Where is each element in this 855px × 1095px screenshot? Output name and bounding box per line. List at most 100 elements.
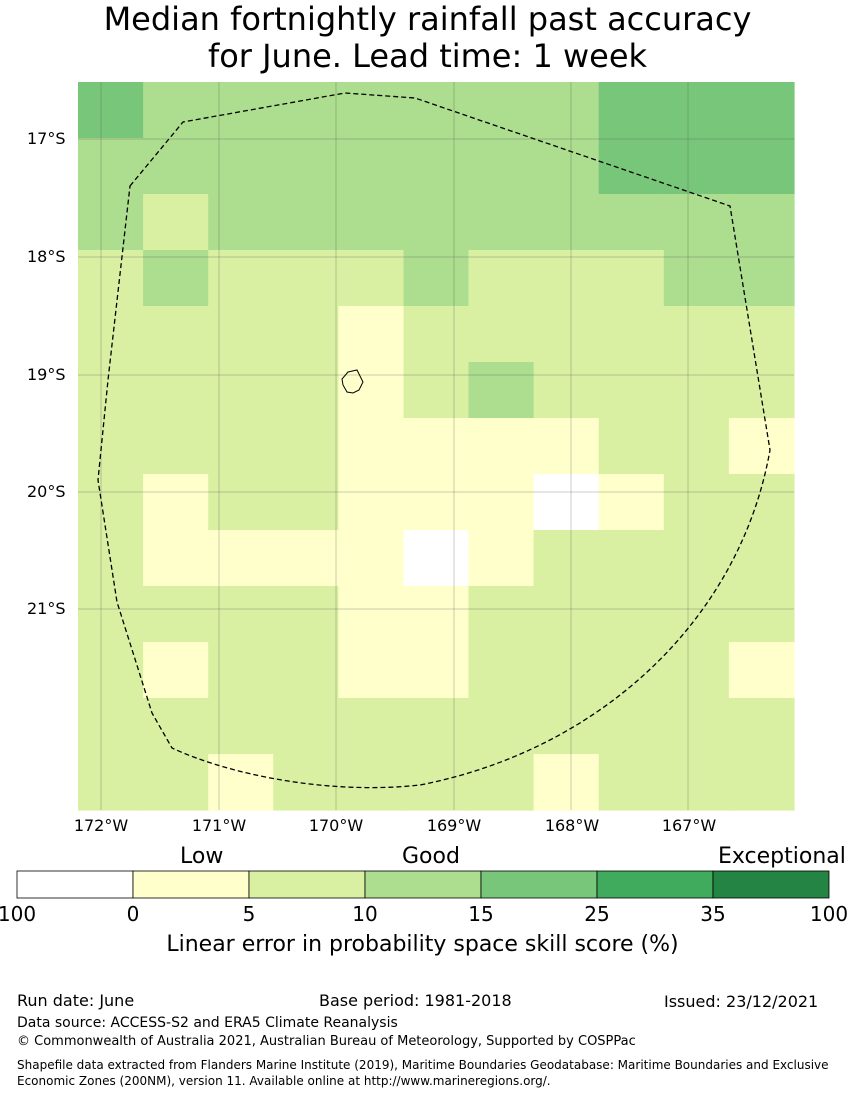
map-cell [533, 306, 600, 363]
shapefile-credit-line-2: Economic Zones (200NM), version 11. Avai… [17, 1074, 551, 1088]
colorbar-segment [480, 870, 598, 899]
lon-label-170w: 170°W [308, 816, 364, 835]
map-cell [208, 194, 274, 251]
map-cell [273, 418, 339, 475]
shapefile-credit-line-1: Shapefile data extracted from Flanders M… [17, 1058, 829, 1072]
map-cell [403, 82, 470, 139]
map-cell [403, 754, 470, 811]
map-cell [663, 474, 730, 531]
map-cell [208, 306, 274, 363]
data-source: Data source: ACCESS-S2 and ERA5 Climate … [17, 1015, 398, 1031]
map-cell [533, 754, 600, 811]
category-low: Low [180, 844, 224, 869]
colorbar-tick-4: 15 [468, 902, 494, 926]
map-cell [143, 754, 209, 811]
map-cell [143, 138, 209, 195]
map-cell [208, 250, 274, 307]
map-cell [338, 194, 405, 251]
category-exceptional: Exceptional [718, 844, 846, 869]
map-cell [208, 362, 274, 419]
map-cell [598, 418, 665, 475]
map-cell [728, 250, 795, 307]
map-cell [533, 194, 600, 251]
map-cell [468, 250, 535, 307]
map-cell [533, 362, 600, 419]
map-cell [598, 362, 665, 419]
map-cell [533, 586, 600, 643]
lon-label-172w: 172°W [73, 816, 129, 835]
lat-label-19s: 19°S [27, 365, 66, 384]
lat-label-17s: 17°S [27, 129, 66, 148]
map-cell [468, 698, 535, 755]
map-cell [338, 250, 405, 307]
map-cell [273, 138, 339, 195]
map-cell [273, 250, 339, 307]
map-cell [78, 194, 144, 251]
map-cell [598, 530, 665, 587]
map-cell [728, 474, 795, 531]
map-cell [403, 698, 470, 755]
map-cell [78, 138, 144, 195]
lat-label-18s: 18°S [27, 247, 66, 266]
map-cell [403, 194, 470, 251]
map-cell [598, 138, 665, 195]
map-cell [208, 138, 274, 195]
map-cell [663, 642, 730, 699]
map-cell [728, 82, 795, 139]
map-cell [338, 642, 405, 699]
map-cell [598, 642, 665, 699]
map-cell [533, 698, 600, 755]
map-cell [78, 362, 144, 419]
map-cell [533, 530, 600, 587]
lon-label-169w: 169°W [426, 816, 482, 835]
map-cell [273, 698, 339, 755]
map-cell [208, 418, 274, 475]
map-cell [468, 194, 535, 251]
colorbar-tick-2: 5 [242, 902, 256, 926]
map-cell [78, 642, 144, 699]
map-cell [728, 642, 795, 699]
map-cell [403, 530, 470, 587]
map-cell [598, 586, 665, 643]
colorbar-segment [248, 870, 366, 899]
colorbar [16, 870, 830, 899]
map-cell [663, 138, 730, 195]
category-good: Good [402, 844, 460, 869]
map-cell [273, 362, 339, 419]
map-cell [78, 754, 144, 811]
colorbar-segment [712, 870, 830, 899]
map-cell [208, 586, 274, 643]
colorbar-segment [132, 870, 250, 899]
map-cell [728, 138, 795, 195]
map-cell [143, 194, 209, 251]
map-cell [208, 754, 274, 811]
map-cell [143, 474, 209, 531]
chart-title-line-2: for June. Lead time: 1 week [207, 37, 648, 75]
eez-boundary [97, 92, 771, 789]
map-cell [403, 586, 470, 643]
map-cell [338, 418, 405, 475]
map-cell [143, 586, 209, 643]
map-cell [598, 698, 665, 755]
colorbar-tick-5: 25 [584, 902, 610, 926]
map-cell [468, 82, 535, 139]
lon-label-171w: 171°W [191, 816, 247, 835]
map-cell [663, 306, 730, 363]
map-cell [78, 698, 144, 755]
map-cell [598, 306, 665, 363]
map-cell [598, 82, 665, 139]
map-cell [663, 530, 730, 587]
map-cell [598, 250, 665, 307]
map-cell [338, 754, 405, 811]
map-cell [338, 138, 405, 195]
colorbar-tick-1: 0 [126, 902, 140, 926]
map-cell [468, 530, 535, 587]
skill-score-map [78, 82, 795, 811]
map-cell [663, 194, 730, 251]
map-cell [663, 362, 730, 419]
map-cell [468, 586, 535, 643]
map-cell [468, 754, 535, 811]
run-date: Run date: June [17, 991, 135, 1010]
lon-label-168w: 168°W [544, 816, 600, 835]
map-cell [143, 250, 209, 307]
